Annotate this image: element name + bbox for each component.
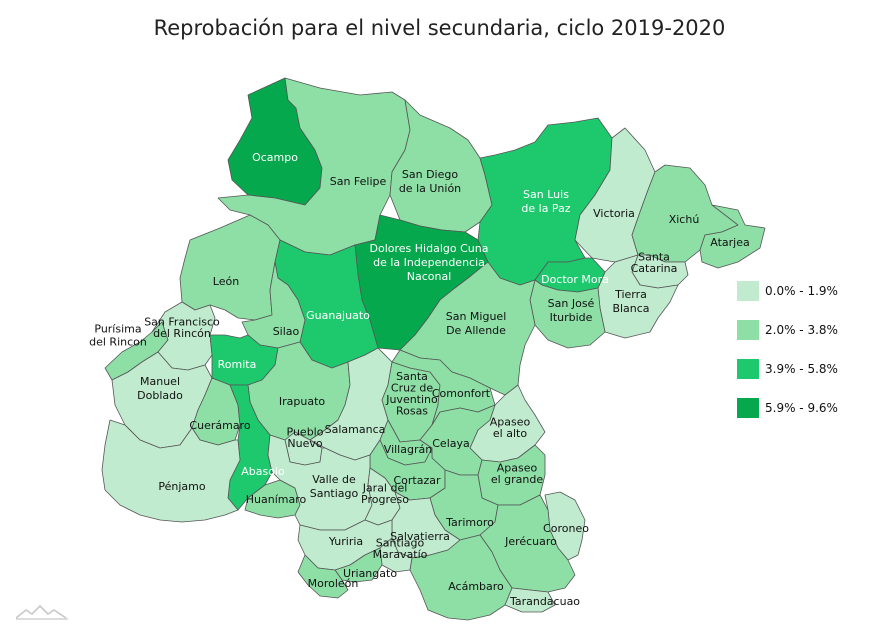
municipio-label-comonfort: Comonfort [432, 387, 491, 400]
municipio-label-coroneo: Coroneo [543, 522, 589, 535]
legend-label: 2.0% - 3.8% [765, 323, 838, 337]
municipio-label-pueblo-nuevo: Nuevo [287, 437, 322, 450]
municipio-label-santiago-maravatio: Maravatío [373, 548, 428, 561]
watermark-logo-icon [16, 604, 68, 620]
municipio-label-tarimoro: Tarimoro [445, 516, 494, 529]
municipio-label-victoria: Victoria [593, 207, 635, 220]
legend-label: 3.9% - 5.8% [765, 362, 838, 376]
municipio-label-salvatierra: Salvatierra [390, 530, 450, 543]
municipio-label-santa-cruz: Rosas [396, 404, 428, 417]
municipio-label-dolores: Dolores Hidalgo Cuna [370, 242, 489, 255]
municipio-label-silao: Silao [273, 325, 300, 338]
municipio-label-jerecuaro: Jerécuaro [504, 535, 557, 548]
municipio-label-pueblo-nuevo: Pueblo [287, 425, 324, 438]
municipio-label-abasolo: Abasolo [241, 465, 285, 478]
legend-item: 2.0% - 3.8% [737, 319, 838, 341]
municipio-label-san-diego: de la Unión [399, 182, 461, 195]
legend-swatch [737, 398, 759, 418]
municipio-label-san-miguel: San Miguel [446, 310, 507, 323]
municipio-label-uriangato: Uriangato [343, 567, 397, 580]
map-title: Reprobación para el nivel secundaria, ci… [153, 16, 726, 40]
municipio-label-romita: Romita [218, 358, 257, 371]
municipio-label-cueramaro: Cuerámaro [189, 419, 250, 432]
municipio-label-valle-santiago: Valle de [312, 473, 356, 486]
municipio-label-apaseo-alto: Apaseo [490, 415, 531, 428]
municipio-label-san-jose: San José [548, 297, 595, 310]
municipio-label-celaya: Celaya [432, 437, 470, 450]
municipio-label-santiago-maravatio: Santiago [376, 536, 425, 549]
municipio-label-santa-cruz: Cruz de [391, 381, 433, 394]
municipio-label-guanajuato: Guanajuato [306, 309, 370, 322]
municipio-label-penjamo: Pénjamo [158, 480, 205, 493]
municipio-label-huanimaro: Huanímaro [246, 493, 307, 506]
municipio-label-doctor-mora: Doctor Mora [541, 273, 609, 286]
municipio-label-apaseo-grande: el grande [491, 473, 544, 486]
municipio-label-purisima: Purísima [94, 323, 141, 336]
legend-label: 5.9% - 9.6% [765, 401, 838, 415]
municipio-label-acambaro: Acámbaro [448, 580, 504, 593]
municipio-label-dolores: de la Independencia [373, 256, 485, 269]
municipio-label-cortazar: Cortazar [393, 474, 441, 487]
municipio-label-irapuato: Irapuato [279, 395, 326, 408]
municipio-label-apaseo-grande: Apaseo [497, 461, 538, 474]
municipio-label-san-diego: San Diego [402, 168, 458, 181]
municipio-label-jaral: Jaral del [362, 481, 408, 494]
municipio-label-san-felipe: San Felipe [330, 175, 387, 188]
municipio-label-tierra-blanca: Tierra [614, 288, 647, 301]
municipio-label-salamanca: Salamanca [325, 423, 386, 436]
municipio-label-yuriria: Yuriria [328, 535, 363, 548]
municipio-label-jaral: Progreso [361, 493, 409, 506]
municipio-label-santa-catarina: Catarina [631, 262, 678, 275]
municipio-label-ocampo: Ocampo [252, 151, 298, 164]
municipio-moroleon [297, 554, 349, 599]
municipio-tarandacuao [504, 587, 556, 613]
municipio-label-villagran: Villagrán [384, 443, 432, 456]
municipio-uriangato [334, 547, 383, 583]
municipio-label-xichu: Xichú [669, 213, 700, 226]
municipio-leon [179, 214, 281, 321]
map-legend: 0.0% - 1.9% 2.0% - 3.8% 3.9% - 5.8% 5.9%… [737, 280, 838, 436]
municipio-san-luis [477, 117, 613, 286]
municipio-label-leon: León [213, 275, 239, 288]
municipio-label-san-francisco: San Francisco [144, 315, 220, 328]
legend-item: 0.0% - 1.9% [737, 280, 838, 302]
legend-item: 5.9% - 9.6% [737, 397, 838, 419]
municipio-label-tierra-blanca: Blanca [612, 302, 649, 315]
municipio-label-san-luis: de la Paz [521, 202, 570, 215]
municipio-label-purisima: del Rincon [89, 336, 147, 349]
municipio-label-valle-santiago: Santiago [310, 487, 359, 500]
municipio-label-atarjea: Atarjea [710, 236, 749, 249]
municipio-label-san-luis: San Luis [523, 188, 569, 201]
legend-swatch [737, 320, 759, 340]
municipio-label-santa-cruz: Santa [396, 370, 428, 383]
municipio-label-dolores: Naconal [407, 270, 452, 283]
municipio-san-francisco [151, 301, 216, 371]
legend-swatch [737, 359, 759, 379]
municipio-label-manuel-doblado: Doblado [137, 389, 183, 402]
municipio-label-santa-cruz: Juventino [385, 393, 438, 406]
municipio-label-moroleon: Moroleón [308, 577, 359, 590]
municipio-label-santa-catarina: Santa [638, 250, 670, 263]
legend-item: 3.9% - 5.8% [737, 358, 838, 380]
municipio-label-san-francisco: del Rincón [153, 327, 211, 340]
municipio-label-tarandacuao: Tarandacuao [509, 595, 580, 608]
municipio-penjamo [101, 419, 241, 523]
legend-label: 0.0% - 1.9% [765, 284, 838, 298]
municipio-label-san-miguel: De Allende [446, 324, 506, 337]
municipio-label-manuel-doblado: Manuel [140, 375, 180, 388]
municipio-label-san-jose: Iturbide [550, 311, 593, 324]
municipio-valle-santiago [267, 434, 373, 531]
legend-swatch [737, 281, 759, 301]
municipio-atarjea [699, 204, 766, 269]
municipio-label-apaseo-alto: el alto [493, 427, 527, 440]
